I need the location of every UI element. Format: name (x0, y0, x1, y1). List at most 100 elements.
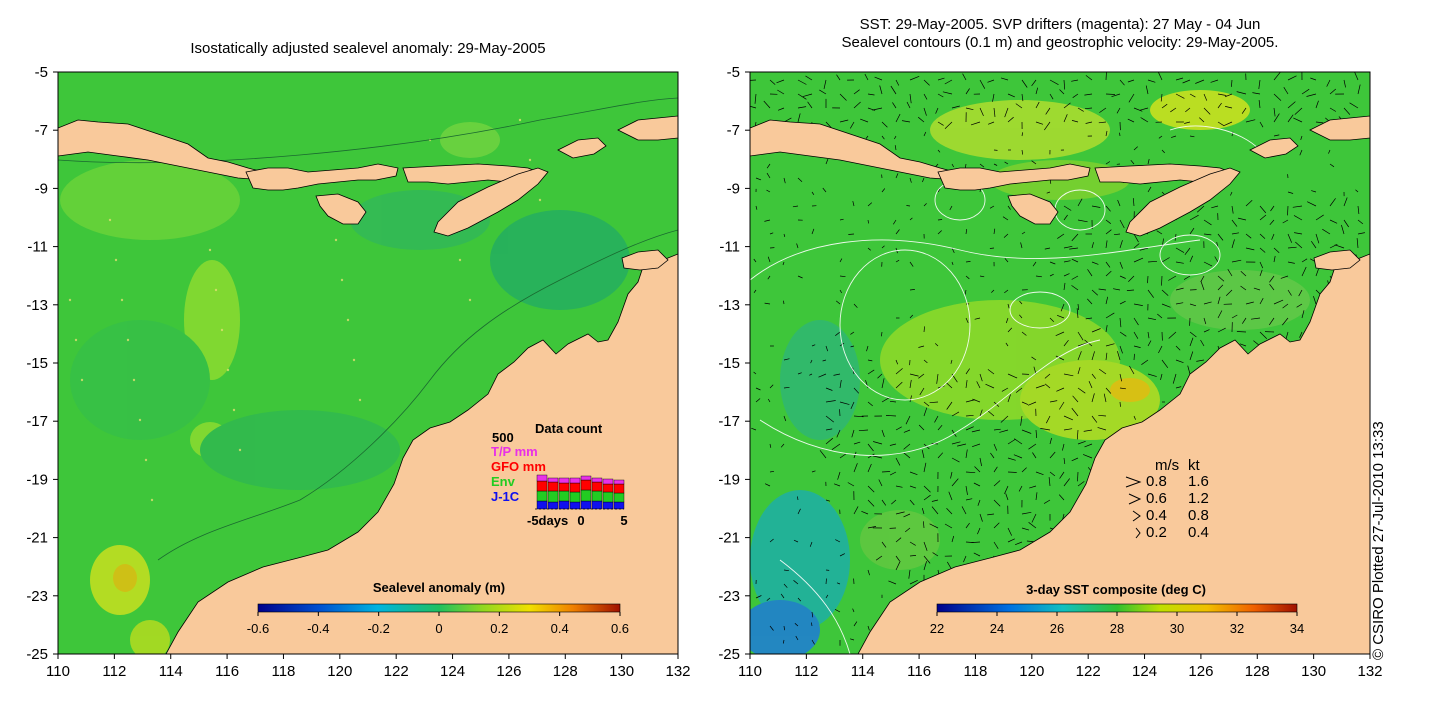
velocity-arrow (858, 429, 869, 432)
velocity-arrow (1175, 77, 1184, 81)
velocity-arrow (970, 121, 981, 126)
velocity-ms-value: 0.8 (1146, 473, 1167, 490)
velocity-arrow (961, 506, 967, 515)
right-colorbar-label: 3-day SST composite (deg C) (1026, 582, 1206, 597)
velocity-arrow (878, 479, 883, 487)
data-count-bar (547, 490, 559, 503)
velocity-arrow (903, 429, 911, 433)
velocity-arrow (895, 359, 899, 365)
velocity-arrow (811, 228, 815, 235)
velocity-arrow (1063, 273, 1070, 277)
velocity-arrow (906, 205, 911, 207)
velocity-arrow (1306, 93, 1317, 97)
velocity-arrow (923, 359, 928, 364)
data-count-x-left: -5days (527, 513, 568, 528)
velocity-arrow (963, 555, 967, 563)
data-count-bar (558, 490, 570, 502)
velocity-arrow (874, 76, 883, 81)
velocity-arrow (965, 88, 970, 95)
velocity-arrow (1315, 121, 1324, 124)
velocity-arrow (881, 245, 885, 249)
velocity-arrow (853, 89, 860, 95)
velocity-arrow (1329, 163, 1335, 168)
velocity-arrow (889, 471, 897, 476)
data-count-bar (613, 492, 625, 503)
velocity-arrow (764, 302, 771, 305)
velocity-arrow (867, 499, 875, 507)
velocity-arrow (909, 379, 912, 389)
velocity-arrow (1119, 261, 1123, 269)
data-count-bar (613, 501, 625, 510)
velocity-arrow (867, 485, 875, 493)
velocity-arrow (917, 116, 925, 123)
colorbar-tick-label: 28 (1110, 621, 1124, 636)
velocity-arrow (1055, 355, 1065, 361)
data-count-bar (591, 490, 603, 502)
velocity-arrow (1001, 387, 1009, 392)
velocity-arrow (881, 471, 891, 473)
colorbar-tick-label: 22 (930, 621, 944, 636)
velocity-arrow (1077, 351, 1082, 361)
data-count-bar (569, 482, 581, 493)
velocity-arrow (1258, 79, 1261, 90)
right-colorbar (936, 603, 1298, 613)
velocity-arrow (935, 107, 939, 114)
velocity-arrow (923, 462, 927, 473)
velocity-arrow (1091, 242, 1094, 249)
velocity-arrow (987, 369, 995, 375)
velocity-arrow (1021, 231, 1026, 235)
velocity-arrow (1133, 415, 1136, 420)
velocity-arrow (1007, 205, 1011, 210)
velocity-arrow (1259, 214, 1267, 221)
velocity-arrow (1285, 331, 1289, 340)
velocity-arrow (965, 380, 968, 389)
y-tick-label: -5 (727, 64, 740, 81)
velocity-arrow (1105, 93, 1116, 95)
velocity-arrow (1000, 77, 1009, 81)
x-tick-label: 120 (1019, 663, 1044, 680)
velocity-arrow (754, 93, 757, 104)
velocity-arrow (1357, 232, 1365, 235)
velocity-arrow (755, 177, 762, 181)
velocity-arrow (1129, 365, 1135, 375)
y-tick-label: -11 (27, 239, 48, 256)
velocity-arrow (1003, 233, 1009, 238)
velocity-arrow (825, 387, 833, 391)
colorbar-tick-label: 32 (1230, 621, 1244, 636)
velocity-arrow (1298, 289, 1303, 297)
velocity-arrow (1287, 205, 1289, 216)
velocity-arrow (971, 429, 981, 433)
velocity-arrow (848, 233, 855, 235)
velocity-arrow (1269, 283, 1275, 291)
velocity-arrow (1031, 79, 1037, 87)
velocity-arrow (1058, 494, 1065, 501)
velocity-arrow (750, 79, 757, 81)
velocity-arrow (819, 450, 827, 459)
velocity-arrow (964, 289, 967, 295)
velocity-arrow (819, 89, 827, 95)
velocity-arrow (1273, 113, 1280, 123)
velocity-arrow (1045, 415, 1051, 424)
velocity-arrow (1040, 428, 1051, 431)
velocity-arrow (1203, 219, 1212, 226)
velocity-arrow (1126, 289, 1135, 291)
velocity-arrow (993, 499, 1001, 507)
velocity-arrow (1287, 114, 1294, 123)
velocity-arrow (893, 219, 897, 225)
velocity-arrow (979, 275, 985, 278)
velocity-arrow (1035, 101, 1040, 109)
velocity-arrow (1063, 457, 1066, 465)
velocity-arrow (1182, 79, 1191, 84)
velocity-arrow (1271, 233, 1275, 240)
velocity-arrow (1315, 214, 1324, 221)
velocity-arrow (797, 113, 801, 123)
velocity-arrow (890, 85, 897, 95)
velocity-arrow (823, 79, 827, 89)
velocity-arrow (809, 373, 813, 376)
velocity-arrow (1203, 107, 1211, 115)
y-tick-label: -21 (26, 530, 48, 547)
velocity-arrow (753, 258, 757, 263)
x-tick-label: 110 (46, 663, 70, 680)
data-count-bar (558, 500, 570, 510)
velocity-scale-arrow (1135, 527, 1141, 539)
